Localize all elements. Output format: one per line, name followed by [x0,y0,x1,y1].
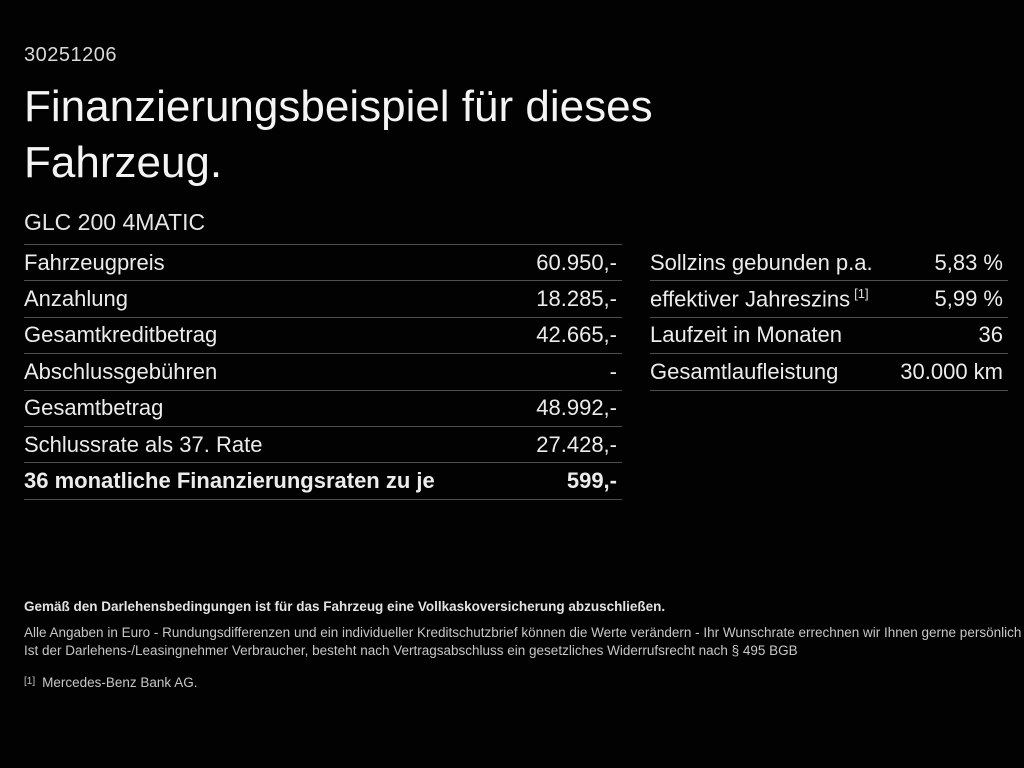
conditions-table: Sollzins gebunden p.a. 5,83 % effektiver… [650,245,1008,391]
page-title-line-2: Fahrzeug. [24,138,223,187]
row-value: 48.992,- [536,395,617,421]
finance-table: Fahrzeugpreis 60.950,- Anzahlung 18.285,… [24,244,622,500]
row-value: 42.665,- [536,322,617,348]
disclaimer-line-1: Alle Angaben in Euro - Rundungsdifferenz… [24,625,1022,640]
footnote-text: Mercedes-Benz Bank AG. [42,675,198,690]
footnote-bank: [1] Mercedes-Benz Bank AG. [24,675,1010,690]
table-row-gesamtkreditbetrag: Gesamtkreditbetrag 42.665,- [24,318,622,355]
disclaimer-line-2: Ist der Darlehens-/Leasingnehmer Verbrau… [24,643,798,658]
table-row-monatliche-rate: 36 monatliche Finanzierungsraten zu je 5… [24,463,622,500]
page-title: Finanzierungsbeispiel für dieses Fahrzeu… [24,79,653,191]
table-row-sollzins: Sollzins gebunden p.a. 5,83 % [650,245,1008,282]
row-value: 5,83 % [934,249,1004,275]
row-value: 5,99 % [934,286,1004,312]
table-row-gesamtlaufleistung: Gesamtlaufleistung 30.000 km [650,354,1008,391]
row-label: effektiver Jahreszins [1] [650,285,869,312]
row-label: Laufzeit in Monaten [650,322,843,348]
offer-reference-number: 30251206 [24,44,117,66]
row-label: Sollzins gebunden p.a. [650,249,873,275]
row-label: Gesamtlaufleistung [650,358,839,384]
row-value: 36 [978,322,1003,348]
row-label: Fahrzeugpreis [24,249,165,275]
row-label: Gesamtbetrag [24,395,164,421]
row-value: 30.000 km [900,358,1003,384]
row-value: - [609,358,617,384]
row-value: 18.285,- [536,286,617,312]
row-value: 27.428,- [536,431,617,457]
footnote-marker: [1] [24,676,36,687]
row-label: Schlussrate als 37. Rate [24,431,263,457]
table-row-effektiver-jahreszins: effektiver Jahreszins [1] 5,99 % [650,281,1008,318]
row-label: Abschlussgebühren [24,358,218,384]
row-value: 60.950,- [536,249,617,275]
page-title-line-1: Finanzierungsbeispiel für dieses [24,82,653,131]
legal-footer: Gemäß den Darlehensbedingungen ist für d… [24,599,1022,690]
table-row-anzahlung: Anzahlung 18.285,- [24,281,622,318]
table-row-abschlussgebuehren: Abschlussgebühren - [24,354,622,391]
vehicle-model-label: GLC 200 4MATIC [24,209,206,235]
row-label: Gesamtkreditbetrag [24,322,218,348]
table-row-schlussrate: Schlussrate als 37. Rate 27.428,- [24,427,622,464]
table-row-gesamtbetrag: Gesamtbetrag 48.992,- [24,391,622,427]
row-label: Anzahlung [24,286,128,312]
insurance-requirement-note: Gemäß den Darlehensbedingungen ist für d… [24,599,666,614]
row-label: 36 monatliche Finanzierungsraten zu je [24,468,435,494]
footnote-reference-marker: [1] [854,285,869,301]
table-row-laufzeit: Laufzeit in Monaten 36 [650,318,1008,355]
row-value: 599,- [566,468,617,494]
table-row-fahrzeugpreis: Fahrzeugpreis 60.950,- [24,245,622,282]
